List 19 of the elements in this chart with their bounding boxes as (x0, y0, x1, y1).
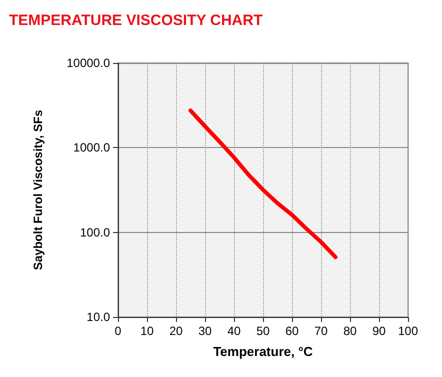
x-tick-label: 70 (314, 324, 328, 338)
y-axis-title: Saybolt Furol Viscosity, SFs (31, 110, 45, 270)
x-tick-label: 90 (372, 324, 386, 338)
x-tick-label: 50 (256, 324, 270, 338)
x-tick-label: 20 (169, 324, 183, 338)
x-tick-label: 80 (343, 324, 357, 338)
x-axis-title: Temperature, °C (213, 344, 314, 359)
y-tick-label: 10.0 (86, 310, 110, 324)
chart-title: TEMPERATURE VISCOSITY CHART (9, 12, 263, 29)
x-tick-label: 10 (140, 324, 154, 338)
x-tick-label: 0 (114, 324, 122, 338)
x-tick-label: 30 (198, 324, 212, 338)
y-tick-label: 1000.0 (73, 140, 110, 155)
y-tick-label: 10000.0 (66, 56, 110, 70)
x-tick-label: 40 (227, 324, 241, 338)
line-series (188, 108, 338, 260)
x-tick-label: 60 (285, 324, 299, 338)
y-tick-label: 100.0 (80, 225, 110, 240)
x-tick-label: 100 (398, 324, 418, 338)
